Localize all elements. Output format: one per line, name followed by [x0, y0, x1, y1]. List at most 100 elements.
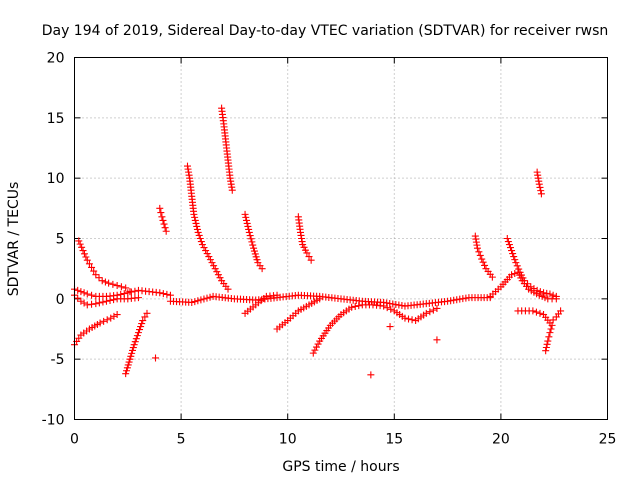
data-point-arc-e	[141, 313, 149, 321]
data-point-arc-k	[206, 293, 214, 301]
data-point-arc-q	[552, 295, 560, 303]
data-point-arc-k	[203, 294, 211, 302]
data-point-arc-a	[74, 286, 82, 294]
data-point-arc-i	[258, 265, 266, 273]
data-point-arc-d	[98, 277, 106, 285]
data-point-arc-e	[128, 346, 136, 354]
data-point-arc-p	[506, 244, 514, 252]
data-point-arc-e	[123, 364, 131, 372]
data-point-arc-c	[103, 316, 111, 324]
data-point-arc-o	[479, 258, 487, 266]
data-point-arc-b	[83, 301, 91, 309]
data-point-arc-p	[515, 265, 523, 273]
data-point-arc-f	[157, 209, 165, 217]
data-point-outliers	[433, 336, 441, 344]
data-point-arc-a	[166, 291, 174, 299]
data-point-arc-b	[102, 297, 110, 305]
data-point-arc-a	[156, 289, 164, 297]
data-point-arc-e	[122, 370, 130, 378]
data-point-arc-k	[188, 298, 196, 306]
data-point-arc-k	[194, 297, 202, 305]
data-point-arc-o	[488, 273, 496, 281]
data-point-arc-g	[200, 244, 208, 252]
data-point-arc-f	[158, 213, 166, 221]
data-point-arc-k	[197, 296, 205, 304]
data-point-arc-n	[387, 305, 395, 313]
data-point-arc-t	[546, 329, 554, 337]
data-point-arc-b	[92, 300, 100, 308]
y-tick-label: -10	[42, 413, 65, 429]
data-point-arc-n	[422, 309, 430, 317]
data-point-arc-f	[161, 224, 169, 232]
data-point-arc-p	[512, 259, 520, 267]
data-point-arc-c	[100, 317, 108, 325]
data-point-arc-g	[196, 235, 204, 242]
y-tick-label: 10	[47, 171, 65, 187]
data-point-arc-p	[540, 289, 548, 297]
chart-title: Day 194 of 2019, Sidereal Day-to-day VTE…	[42, 23, 609, 39]
y-tick-label: 15	[47, 111, 65, 127]
data-point-arc-p	[508, 247, 516, 255]
data-point-arc-e	[132, 335, 140, 343]
data-point-arc-g	[206, 256, 214, 264]
data-point-arc-p	[503, 235, 511, 242]
data-point-arc-d	[78, 243, 86, 251]
data-point-arc-o	[473, 244, 481, 252]
data-point-arc-p	[513, 262, 521, 270]
data-point-arc-e	[124, 361, 132, 369]
data-point-arc-o	[478, 255, 486, 263]
data-point-arc-e	[129, 344, 137, 352]
data-point-arc-n	[309, 349, 317, 357]
x-tick-label: 20	[492, 432, 510, 448]
data-point-arc-d	[79, 247, 87, 255]
data-point-arc-s	[557, 307, 565, 315]
data-point-arc-g	[210, 262, 218, 270]
data-point-arc-c	[96, 319, 104, 327]
data-point-arc-o	[475, 248, 483, 256]
data-point-arc-r	[535, 180, 543, 188]
data-point-arc-d	[88, 263, 96, 271]
y-tick-label: 0	[56, 292, 65, 308]
data-point-arc-d	[92, 271, 100, 279]
data-point-arc-i	[253, 256, 261, 264]
data-point-arc-o	[476, 251, 484, 259]
y-tick-label: -5	[51, 352, 65, 368]
data-point-arc-c	[107, 314, 115, 322]
data-point-arc-a	[77, 288, 85, 296]
data-point-arc-k	[200, 295, 208, 303]
data-point-arc-j	[303, 249, 311, 257]
data-point-arc-k	[191, 298, 199, 306]
data-point-arc-g	[191, 213, 199, 221]
data-point-arc-e	[131, 338, 139, 346]
data-point-arc-s	[529, 307, 537, 315]
data-point-arc-n	[433, 304, 441, 312]
data-point-arc-g	[205, 253, 213, 261]
data-point-arc-d	[75, 237, 83, 245]
data-point-arc-e	[128, 349, 136, 357]
data-point-arc-i	[249, 241, 257, 249]
data-point-arc-t	[547, 325, 555, 333]
axes: 0 5 10 15 20 25 -10 -5 0 5 10 15 20	[42, 51, 617, 448]
data-point-arc-a	[83, 290, 91, 298]
data-point-arc-g	[191, 216, 199, 224]
data-point-arc-n	[311, 346, 319, 354]
data-point-arc-e	[139, 317, 147, 325]
data-point-arc-a	[88, 291, 96, 299]
data-point-arc-i	[245, 228, 253, 236]
data-point-arc-f	[162, 227, 170, 235]
data-point-arc-c	[110, 312, 118, 320]
data-markers	[71, 104, 565, 379]
data-point-arc-e	[125, 358, 133, 366]
data-point-arc-e	[127, 352, 135, 360]
data-point-arc-i	[251, 250, 259, 258]
data-point-outliers	[367, 371, 375, 379]
data-point-arc-g	[202, 247, 210, 255]
data-point-arc-g	[203, 250, 211, 258]
data-point-arc-j	[307, 256, 315, 264]
data-point-arc-g	[193, 222, 201, 230]
data-point-arc-j	[305, 253, 313, 261]
data-point-arc-r	[536, 183, 544, 191]
data-point-arc-h	[228, 186, 236, 194]
data-point-arc-g	[190, 210, 198, 218]
data-point-arc-e	[143, 309, 151, 317]
